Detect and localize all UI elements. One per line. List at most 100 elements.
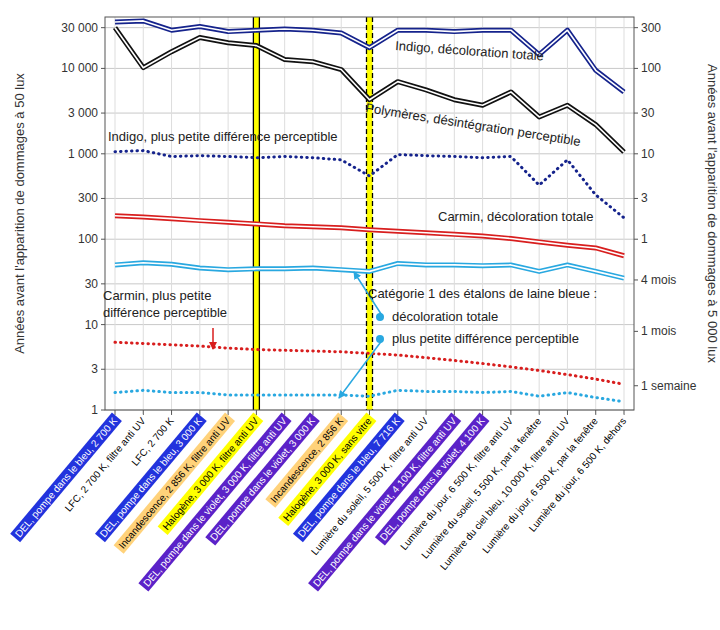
tick-label-y2: 1 semaine	[641, 379, 697, 393]
series-line	[115, 21, 624, 92]
tick-label-x: Lumière du ciel bleu, 10 000 K, filtre a…	[438, 415, 572, 572]
tick-y2	[634, 279, 638, 280]
grid-line-x	[595, 17, 596, 410]
annotations: Indigo, décoloration totale Polymères, dé…	[103, 38, 597, 398]
axes: 1 3 10 30 100 300 1 000 3 000 10 000 30 000 1 sema…	[12, 21, 720, 417]
series-label-line: différence perceptible	[103, 305, 227, 320]
tick-x	[426, 410, 427, 415]
tick-label-y2: 3	[641, 191, 648, 205]
grid	[105, 17, 634, 410]
grid-line-x	[426, 17, 427, 410]
tick-y	[101, 68, 105, 69]
tick-label-y2: 10	[641, 147, 655, 161]
series-line	[115, 390, 624, 401]
tick-x	[539, 410, 540, 415]
tick-label-x: Lumière du jour, 6 500 K, par la fenêtre	[480, 415, 600, 555]
series-line	[115, 151, 624, 218]
tick-x	[312, 410, 313, 415]
tick-label-y: 10	[85, 318, 99, 332]
tick-label-y: 100	[78, 232, 98, 246]
tick-x	[454, 410, 455, 415]
annotation-bullet	[376, 313, 384, 321]
tick-y	[101, 27, 105, 28]
series-line-inner	[115, 21, 624, 92]
series-label: Polymères, désintégration perceptible	[365, 100, 582, 149]
tick-label-x: DEL, pompe dans le violet, 3 000 K	[208, 415, 317, 542]
tick-x	[199, 410, 200, 415]
tick-x	[397, 410, 398, 415]
series-label: décoloration totale	[392, 309, 498, 324]
tick-label-x: DEL, pompe dans le bleu, 2 700 K	[13, 415, 120, 539]
tick-y2	[634, 385, 638, 386]
tick-x	[171, 410, 172, 415]
highlight-edge	[372, 17, 373, 410]
tick-y2	[634, 27, 638, 28]
x-labels: DEL, pompe dans le bleu, 2 700 KLFC, 2 7…	[10, 410, 631, 592]
x-label-group: Lumière du jour, 6 500 K, par la fenêtre	[477, 413, 602, 559]
tick-y	[101, 153, 105, 154]
x-label-group: Lumière du jour, 6 500 K, dehors	[524, 413, 631, 537]
annotation-arrow	[339, 339, 383, 398]
tick-label-y: 1 000	[68, 147, 98, 161]
tick-y2	[634, 198, 638, 199]
tick-label-y2: 100	[641, 61, 661, 75]
tick-x	[284, 410, 285, 415]
series-label: Indigo, plus petite différence perceptib…	[108, 129, 338, 144]
tick-label-y2: 1 mois	[641, 324, 676, 338]
tick-label-y: 30	[85, 277, 99, 291]
tick-y	[101, 198, 105, 199]
tick-x	[482, 410, 483, 415]
grid-line-x	[228, 17, 229, 410]
tick-x	[369, 410, 370, 415]
tick-label-y: 10 000	[61, 61, 98, 75]
tick-x	[595, 410, 596, 415]
tick-label-y2: 300	[641, 21, 661, 35]
plot-frame	[105, 17, 634, 410]
tick-y	[101, 239, 105, 240]
tick-y2	[634, 153, 638, 154]
annotation-bullet	[376, 335, 384, 343]
series-label: Indigo, décoloration totale	[395, 38, 545, 63]
series-line	[115, 342, 624, 384]
tick-x	[624, 410, 625, 415]
series-label: Carmin, plus petite différence perceptibl…	[103, 288, 227, 320]
tick-label-x: Lumière du soleil, 5 500 K, par la fenêt…	[419, 415, 543, 560]
tick-y	[101, 410, 105, 411]
tick-label-y2: 1	[641, 232, 648, 246]
highlight-edge	[259, 17, 260, 410]
tick-label-y: 1	[91, 403, 98, 417]
tick-x	[228, 410, 229, 415]
series-label: Carmin, décoloration totale	[438, 209, 593, 224]
grid-line-x	[171, 17, 172, 410]
series-label: plus petite différence perceptible	[392, 331, 579, 346]
x-label-background	[524, 413, 631, 537]
x-label-background	[416, 413, 546, 564]
tick-y	[101, 369, 105, 370]
grid-line-x	[143, 17, 144, 410]
tick-label-y: 30 000	[61, 21, 98, 35]
tick-label-y2: 4 mois	[641, 273, 676, 287]
grid-line-x	[397, 17, 398, 410]
series-label-line: Carmin, plus petite	[103, 288, 211, 303]
series-group	[115, 21, 624, 402]
grid-line-x	[199, 17, 200, 410]
tick-y	[101, 283, 105, 284]
tick-y2	[634, 239, 638, 240]
tick-label-x: Lumière du jour, 6 500 K, dehors	[527, 415, 629, 533]
highlight-band	[367, 17, 373, 410]
tick-label-x: DEL, pompe dans le violet, 4 100 K	[378, 415, 487, 542]
tick-y2	[634, 113, 638, 114]
series-line	[115, 263, 624, 278]
highlight-edge	[366, 17, 367, 410]
tick-x	[567, 410, 568, 415]
grid-line-x	[624, 17, 625, 410]
chart: Indigo, décoloration totale Polymères, dé…	[0, 0, 720, 630]
tick-y	[101, 324, 105, 325]
annotation-arrow	[212, 328, 214, 349]
tick-label-y2: 30	[641, 106, 655, 120]
tick-label-y: 3 000	[68, 106, 98, 120]
tick-y2	[634, 331, 638, 332]
axis-title-y: Années avant l'apparition de dommages à …	[12, 73, 27, 354]
annotation: Catégorie 1 des étalons de laine bleue :	[368, 286, 597, 301]
tick-x	[256, 410, 257, 415]
